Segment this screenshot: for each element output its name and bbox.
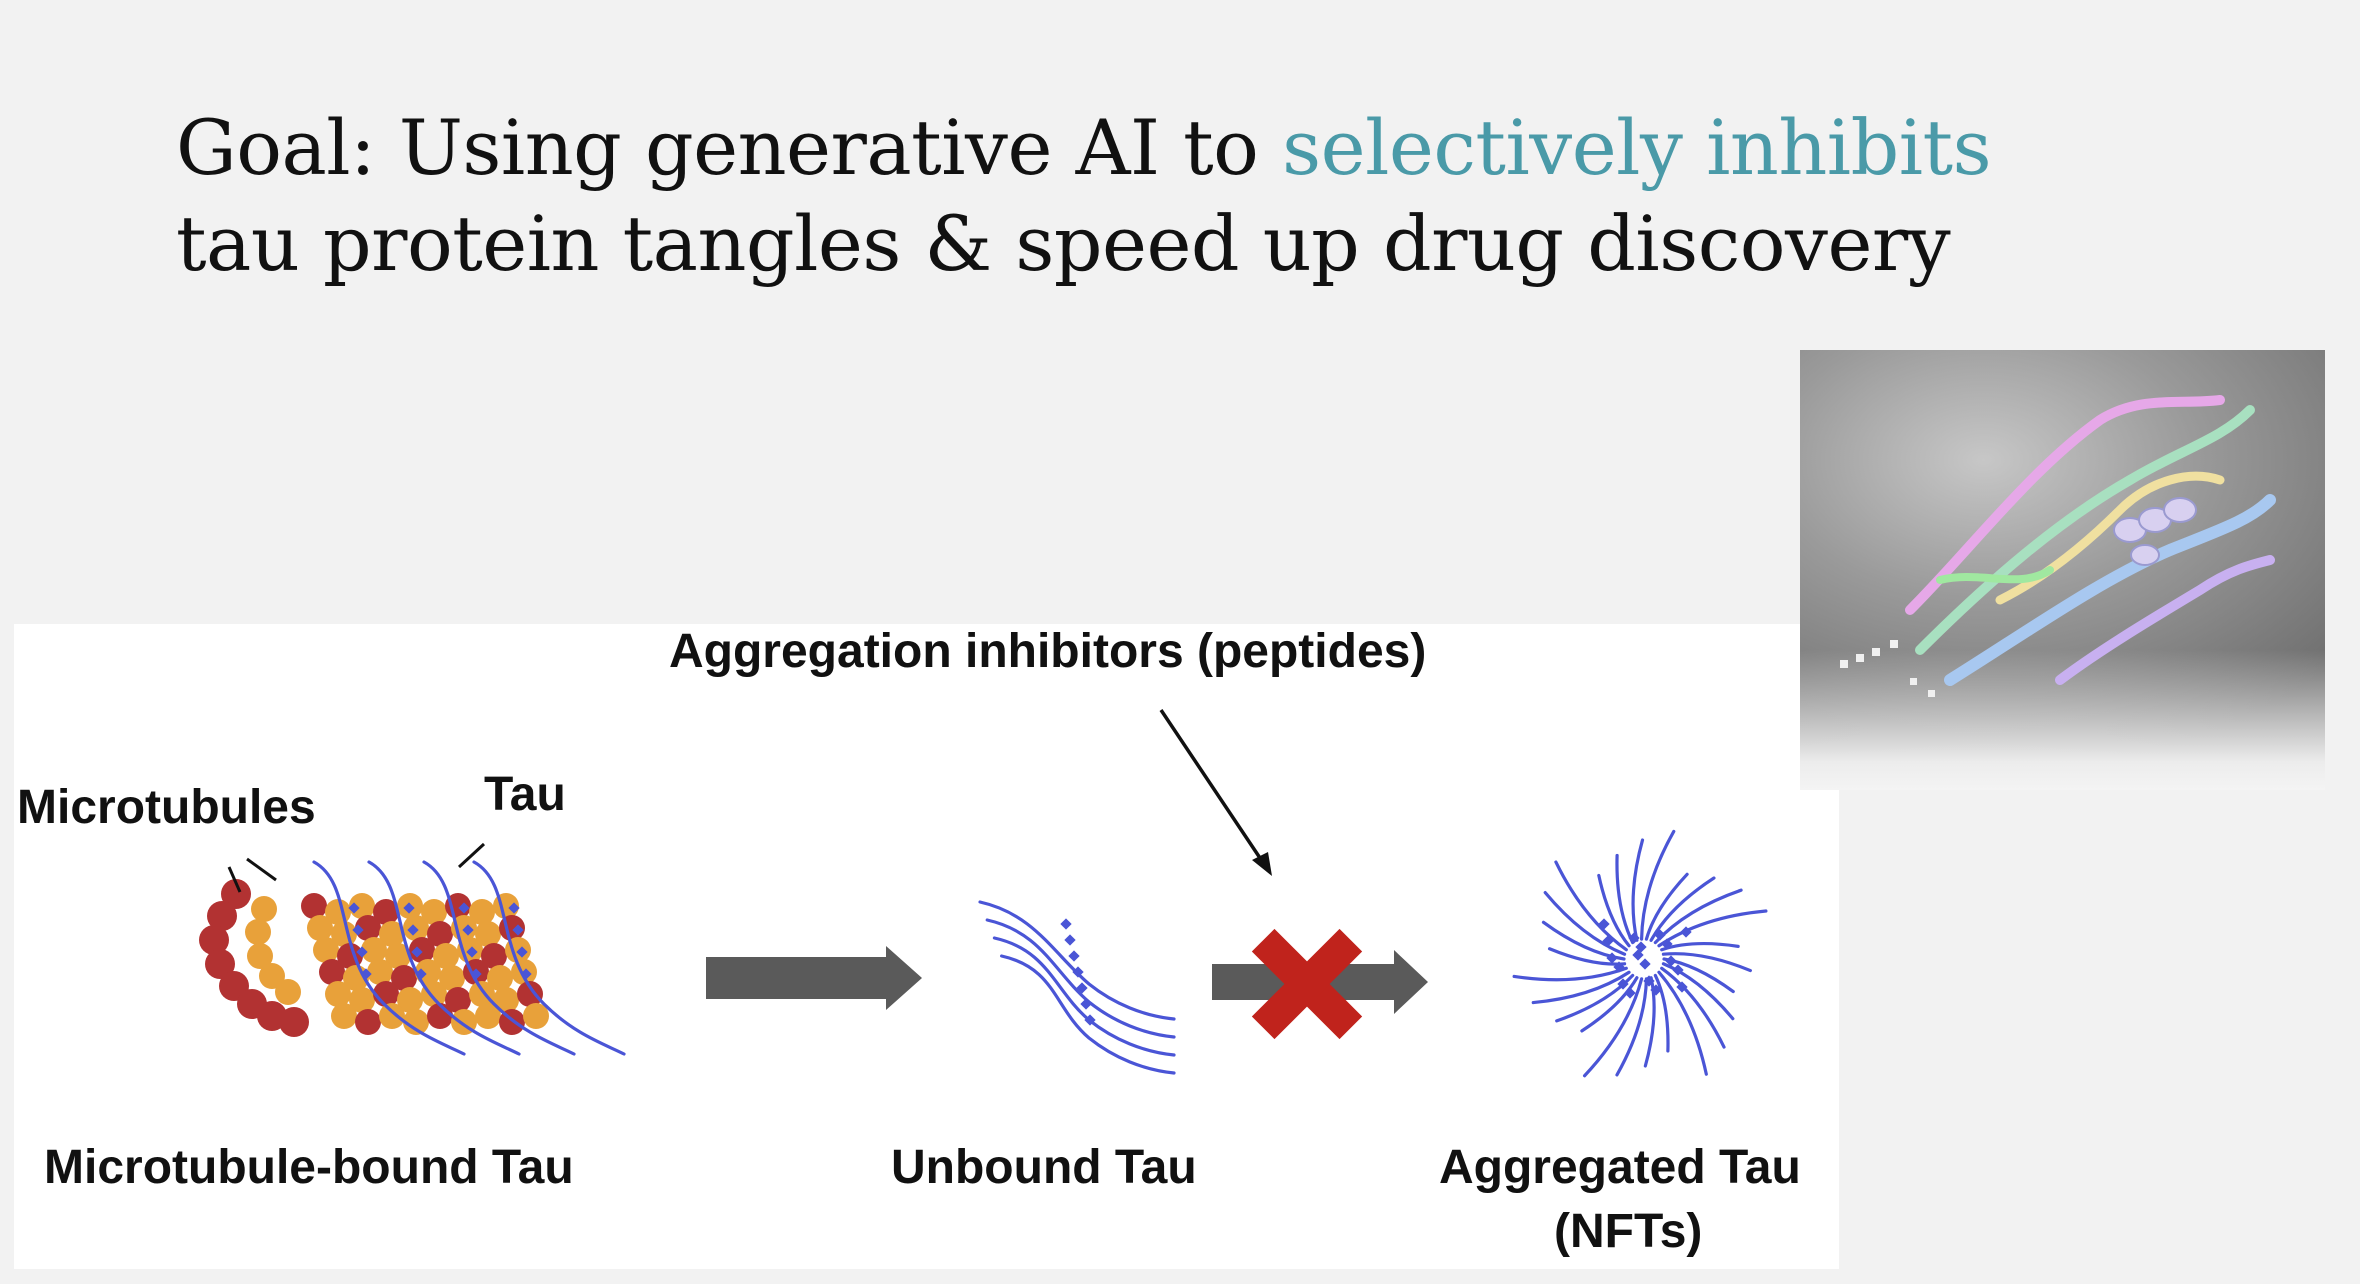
bound-tau-strands-icon	[312, 860, 626, 1056]
bound-tau-label: Microtubule-bound Tau	[44, 1141, 574, 1194]
tau-label: Tau	[484, 768, 566, 821]
title-part2: tau protein tangles & speed up drug disc…	[176, 199, 1951, 288]
nfts-label: (NFTs)	[1554, 1205, 1703, 1258]
right-arrow-icon	[706, 946, 922, 1010]
title-part1: Goal: Using generative AI to	[176, 103, 1283, 192]
aggregated-tau-label: Aggregated Tau	[1439, 1141, 1801, 1194]
aggregated-tau-icon	[1512, 829, 1768, 1078]
protein-ribbon-icon	[1840, 395, 2276, 697]
inhibitor-arrow-icon	[1159, 709, 1272, 876]
inhibit-x-icon	[1251, 928, 1363, 1040]
inhibitors-label: Aggregation inhibitors (peptides)	[669, 625, 1427, 678]
unbound-tau-label: Unbound Tau	[891, 1141, 1197, 1194]
diagram-graphics	[199, 709, 1768, 1078]
microtubules-pointer-icon	[227, 857, 277, 893]
tau-pointer-icon	[457, 842, 486, 869]
title-highlight: selectively inhibits	[1282, 103, 1992, 192]
tau-aggregation-diagram: Aggregation inhibitors (peptides) Microt…	[14, 624, 1839, 1269]
protein-structure-image	[1800, 350, 2325, 790]
unbound-tau-icon	[978, 900, 1176, 1075]
microtubules-label: Microtubules	[17, 781, 316, 834]
slide-title: Goal: Using generative AI to selectively…	[176, 100, 2076, 292]
microtubule-icon	[199, 879, 549, 1037]
